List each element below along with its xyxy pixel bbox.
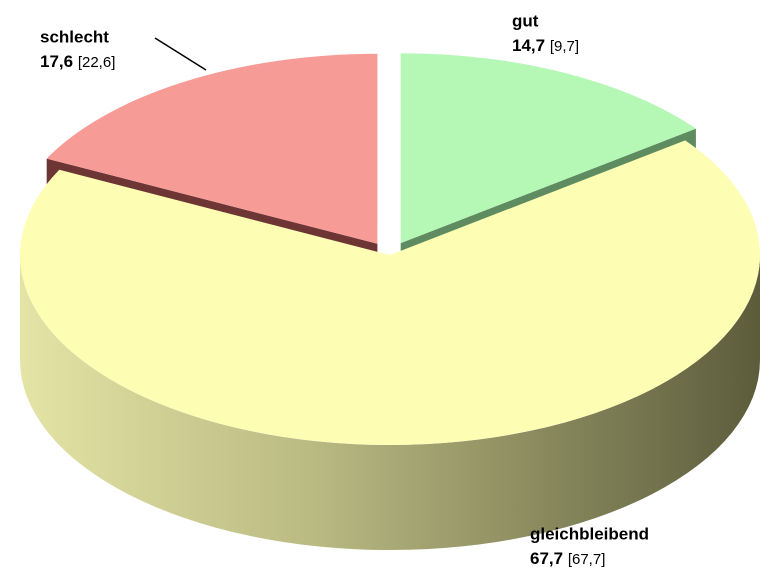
previous-value-label: [67,7] xyxy=(568,551,606,568)
previous-value-label: [22,6] xyxy=(78,54,116,71)
slice-value: 17,6 [22,6] xyxy=(40,52,115,71)
slice-label: gut xyxy=(512,11,539,30)
slice-side xyxy=(20,255,760,550)
value-label: 17,6 xyxy=(40,52,73,71)
slice xyxy=(46,53,378,244)
leader-line xyxy=(154,37,207,71)
slice xyxy=(20,140,761,445)
slice-label: schlecht xyxy=(40,27,109,46)
slice-label: gleichbleibend xyxy=(530,524,649,543)
previous-value-label: [9,7] xyxy=(550,38,579,55)
slice xyxy=(400,53,696,244)
slice-value: 14,7 [9,7] xyxy=(512,36,579,55)
value-label: 67,7 xyxy=(530,549,563,568)
value-label: 14,7 xyxy=(512,36,545,55)
slice-value: 67,7 [67,7] xyxy=(530,549,605,568)
